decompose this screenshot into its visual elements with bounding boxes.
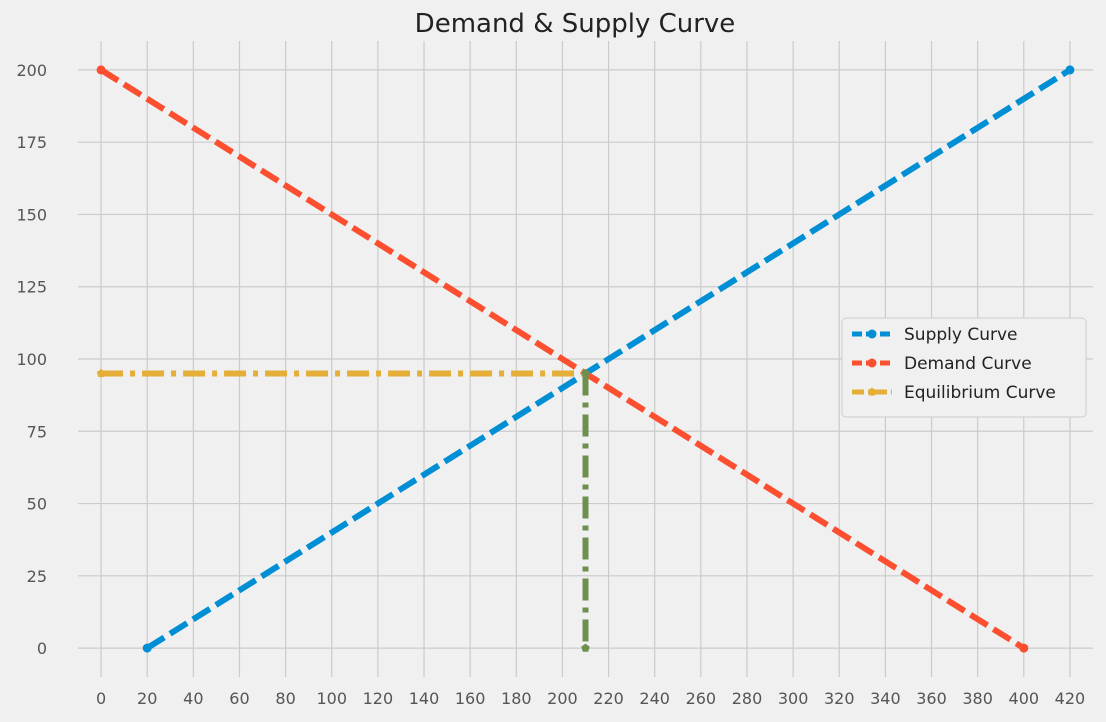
x-tick-label: 160 <box>455 689 486 708</box>
data-point <box>1019 643 1029 653</box>
y-tick-label: 50 <box>27 495 47 514</box>
legend-entry: Supply Curve <box>852 325 1018 345</box>
series-1 <box>96 65 1029 653</box>
chart-title: Demand & Supply Curve <box>415 9 736 39</box>
x-tick-label: 380 <box>962 689 993 708</box>
data-point <box>581 643 590 652</box>
x-tick-label: 240 <box>639 689 670 708</box>
x-tick-label: 420 <box>1055 689 1086 708</box>
x-tick-label: 140 <box>409 689 440 708</box>
x-tick-label: 280 <box>732 689 763 708</box>
y-tick-label: 200 <box>16 61 47 80</box>
legend-box <box>841 317 1087 418</box>
x-tick-label: 360 <box>916 689 947 708</box>
x-tick-label: 20 <box>137 689 157 708</box>
y-tick-label: 25 <box>27 567 47 586</box>
legend: Supply Curve Demand Curve Equilibrium Curv… <box>841 317 1087 418</box>
x-tick-label: 180 <box>501 689 532 708</box>
legend-marker <box>867 387 877 396</box>
y-tick-label: 100 <box>16 350 47 369</box>
legend-marker <box>867 358 877 368</box>
x-tick-label: 40 <box>183 689 203 708</box>
tick-labels: 0 20 40 60 80 100 120 140 160 180 200 220 240 260 280 3… <box>16 61 1085 708</box>
x-tick-label: 320 <box>824 689 855 708</box>
x-tick-label: 400 <box>1009 689 1040 708</box>
x-tick-label: 60 <box>229 689 249 708</box>
series-line <box>145 67 1072 651</box>
x-tick-label: 0 <box>96 689 106 708</box>
y-tick-label: 0 <box>37 639 47 658</box>
data-point <box>1065 65 1075 75</box>
x-tick-label: 260 <box>686 689 717 708</box>
y-tick-label: 125 <box>16 278 47 297</box>
legend-label: Demand Curve <box>904 354 1032 374</box>
data-point <box>96 368 106 378</box>
x-tick-label: 340 <box>870 689 901 708</box>
data-point <box>96 65 106 75</box>
series-line <box>99 67 1026 651</box>
legend-marker <box>867 329 877 339</box>
data-point <box>581 368 590 378</box>
series-0 <box>142 65 1075 653</box>
y-tick-label: 150 <box>16 205 47 224</box>
legend-label: Supply Curve <box>904 325 1018 345</box>
series-3 <box>581 368 590 652</box>
legend-entry: Equilibrium Curve <box>852 383 1056 403</box>
x-tick-label: 220 <box>593 689 624 708</box>
legend-label: Equilibrium Curve <box>904 383 1056 403</box>
data-point <box>142 643 152 653</box>
x-tick-label: 80 <box>275 689 295 708</box>
x-tick-label: 100 <box>316 689 347 708</box>
y-tick-label: 175 <box>16 133 47 152</box>
x-tick-label: 300 <box>778 689 809 708</box>
legend-entry: Demand Curve <box>852 354 1032 374</box>
x-tick-label: 200 <box>547 689 578 708</box>
y-tick-label: 75 <box>27 422 47 441</box>
x-tick-label: 120 <box>363 689 394 708</box>
series-lines <box>96 65 1075 653</box>
